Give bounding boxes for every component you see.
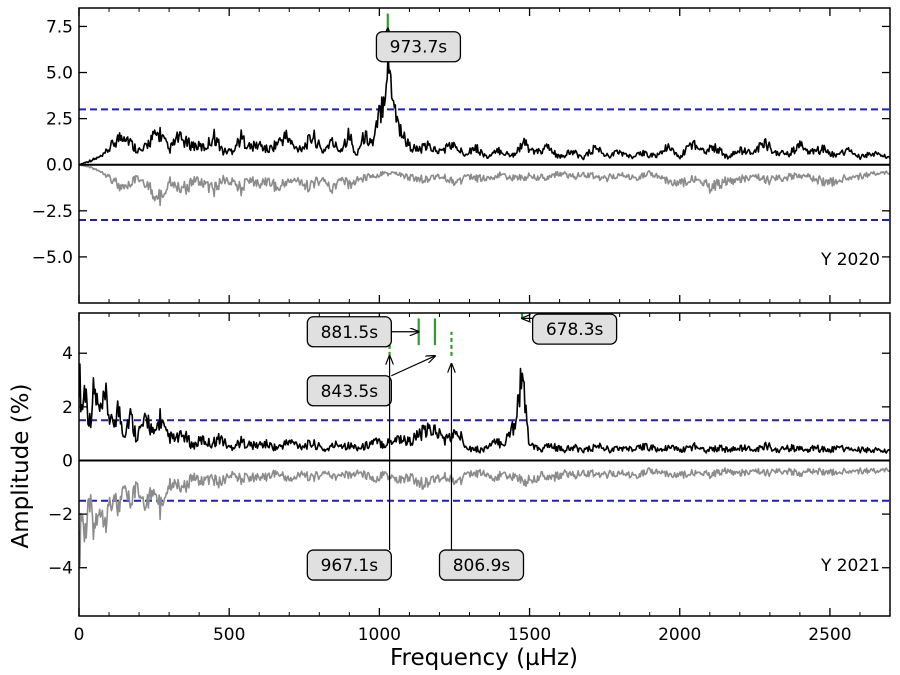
- panel-bottom-annotation-box-2: [531, 313, 618, 345]
- panel-top-ytick-label-4: −2.5: [32, 202, 73, 222]
- panel-bottom-xtick-label-2: 1000: [358, 625, 401, 645]
- panel-bottom-annotation-box-4: [438, 549, 525, 581]
- panel-bottom-series-positive: [79, 363, 890, 454]
- panel-top-annotations: 973.7s: [375, 28, 462, 63]
- panel-bottom-xtick-label-3: 1500: [508, 625, 551, 645]
- panel-top-label: Y 2020: [820, 250, 880, 270]
- panel-top-ticks: 7.5 5.0 2.5 0.0 −2.5 −5.0: [32, 8, 890, 303]
- panel-bottom-annotation-box-3: [306, 549, 392, 581]
- panel-bottom-ytick-label-0: 4: [62, 344, 73, 364]
- panel-bottom-ticks: 4 2 0 −2 −4 0 500 1000 1500 2000 2500: [48, 313, 890, 645]
- panel-bottom-annotation-text-0: 881.5s: [321, 323, 379, 343]
- panel-bottom-annotation-text-4: 806.9s: [453, 556, 511, 576]
- panel-bottom-xtick-label-1: 500: [213, 625, 245, 645]
- panel-top-annotation-text-0: 973.7s: [390, 38, 448, 58]
- panel-bottom-frame: [78, 312, 891, 617]
- panel-bottom-data: [79, 313, 890, 567]
- panel-bottom-label: Y 2021: [820, 556, 880, 576]
- panel-bottom-annotation-arrow-1: [391, 356, 435, 377]
- panel-bottom-ytick-label-2: 0: [62, 451, 73, 471]
- panel-bottom-annotation-box-0: [306, 316, 392, 348]
- panel-top-annotation-box-0: [375, 31, 462, 63]
- panel-top-data: [79, 13, 890, 222]
- panel-bottom-series-window: [79, 467, 890, 567]
- panel-top-ytick-label-5: −5.0: [32, 248, 73, 268]
- panel-bottom-xtick-label-4: 2000: [658, 625, 701, 645]
- panel-top-ytick-label-2: 2.5: [46, 110, 73, 130]
- panel-bottom-annotation-text-3: 967.1s: [321, 556, 379, 576]
- y-axis-label: Amplitude (%): [8, 384, 34, 549]
- panel-bottom-annotation-text-1: 843.5s: [321, 382, 379, 402]
- panel-bottom: 4 2 0 −2 −4 0 500 1000 1500 2000 2500 Y 2021 881.5…: [48, 312, 891, 645]
- panel-top-series-positive: [79, 49, 890, 166]
- panel-top-series-window: [79, 163, 890, 207]
- panel-bottom-annotation-box-1: [306, 375, 392, 407]
- panel-top-ytick-label-1: 5.0: [46, 64, 73, 84]
- panel-top: 7.5 5.0 2.5 0.0 −2.5 −5.0 Y 2020 973.7s: [32, 7, 891, 304]
- x-axis-label: Frequency (µHz): [390, 645, 578, 671]
- panel-top-ytick-label-3: 0.0: [46, 156, 73, 176]
- panel-bottom-ytick-label-3: −2: [48, 505, 73, 525]
- panel-top-ytick-label-0: 7.5: [46, 17, 73, 37]
- panel-top-frame: [78, 7, 891, 304]
- panel-bottom-annotation-text-2: 678.3s: [546, 320, 604, 340]
- panel-bottom-xtick-label-0: 0: [74, 625, 85, 645]
- panel-bottom-xtick-label-5: 2500: [808, 625, 851, 645]
- panel-bottom-ytick-label-4: −4: [48, 559, 73, 579]
- panel-bottom-annotations: 881.5s 843.5s 678.3s 967.1s 806.9s: [306, 313, 618, 581]
- panel-bottom-ytick-label-1: 2: [62, 398, 73, 418]
